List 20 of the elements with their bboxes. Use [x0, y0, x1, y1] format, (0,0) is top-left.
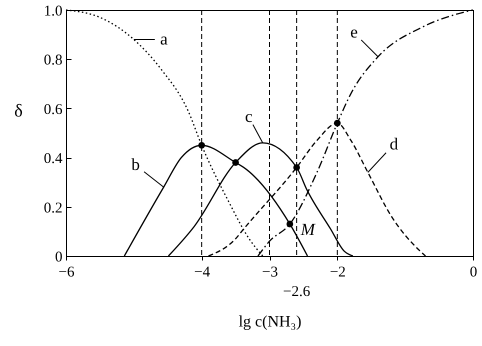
y-tick-label: 0.4 [44, 151, 63, 168]
ref-line-label: −2.6 [283, 284, 311, 300]
x-axis-title: lg c(NH₃) [238, 314, 302, 330]
annotation: M [300, 220, 316, 240]
x-tick-label: −2 [330, 264, 346, 280]
y-tick-label: 0 [55, 250, 62, 266]
x-tick-label: −6 [58, 264, 75, 280]
annotation: a [160, 30, 168, 49]
y-tick-label: 0.8 [44, 52, 62, 69]
x-tick-label: −3 [262, 264, 278, 280]
y-axis-title: δ [14, 100, 23, 120]
annotation: c [244, 106, 253, 126]
y-tick-label: 0.2 [44, 200, 62, 216]
y-tick-label: 0.6 [44, 102, 63, 118]
y-tick-label: 1.0 [44, 4, 62, 20]
annotation: b [131, 155, 140, 174]
annotation: e [350, 22, 358, 42]
x-tick-label: −4 [194, 264, 211, 280]
annotation: d [390, 134, 399, 154]
x-tick-label: 0 [470, 264, 478, 280]
